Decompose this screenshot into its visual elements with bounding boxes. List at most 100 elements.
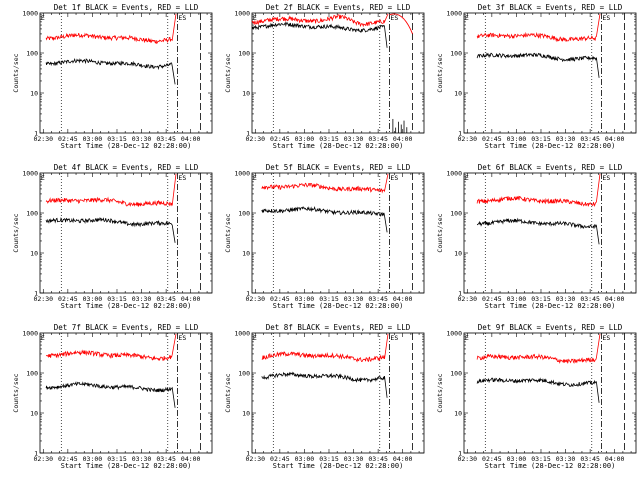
x-tick-label: 03:15 [531,135,551,143]
plot-frame [251,332,425,454]
x-tick-label: 03:15 [319,455,339,463]
x-tick-label: 04:00 [393,135,413,143]
panel-title: Det 8f BLACK = Events, RED = LLD [266,323,411,332]
plot-frame [251,12,425,134]
panel-title: Det 3f BLACK = Events, RED = LLD [478,3,623,12]
plot-frame [463,332,637,454]
x-tick-label: 04:00 [605,135,625,143]
events-series-line [45,381,176,408]
y-tick-label: 10 [454,90,462,98]
y-axis-label: Counts/sec [224,213,232,252]
panel-det-3f: Det 3f BLACK = Events, RED = LLD 1 10 100 10… [436,3,637,150]
plot-frame [39,332,213,454]
x-tick-label: 03:45 [368,295,388,303]
x-tick-label: 03:45 [368,455,388,463]
x-tick-label: 02:30 [33,135,53,143]
x-axis-label: Start Time (28-Dec-12 02:28:00) [61,302,192,310]
y-tick-label: 10 [30,250,38,258]
x-tick-label: 04:00 [181,135,201,143]
x-tick-label: 03:30 [132,455,152,463]
annotation-left: E [41,174,45,182]
y-tick-label: 10 [30,90,38,98]
x-tick-label: 03:15 [531,295,551,303]
x-tick-label: 03:15 [319,295,339,303]
panel-title: Det 7f BLACK = Events, RED = LLD [54,323,199,332]
y-tick-label: 1000 [234,170,250,178]
x-tick-label: 03:30 [132,135,152,143]
y-tick-label: 10 [454,410,462,418]
x-tick-label: 03:45 [368,135,388,143]
annotation-left: E [465,174,469,182]
annotation-left: E [253,334,257,342]
x-tick-label: 03:00 [295,295,315,303]
y-axis-label: Counts/sec [12,213,20,252]
x-tick-label: 03:45 [156,295,176,303]
x-tick-label: 03:30 [344,295,364,303]
panel-title: Det 1f BLACK = Events, RED = LLD [54,3,199,12]
x-tick-label: 03:00 [507,135,527,143]
x-axis-label: Start Time (28-Dec-12 02:28:00) [273,302,404,310]
lld-series-line [261,173,389,194]
panel-title: Det 4f BLACK = Events, RED = LLD [54,163,199,172]
y-axis-label: Counts/sec [224,373,232,412]
annotation-right: ES [390,14,398,22]
x-tick-label: 03:30 [132,295,152,303]
x-tick-label: 03:00 [295,135,315,143]
x-tick-label: 03:30 [344,135,364,143]
y-tick-label: 1000 [446,170,462,178]
panel-det-6f: Det 6f BLACK = Events, RED = LLD 1 10 100 10… [436,163,637,310]
x-tick-label: 03:15 [107,295,127,303]
lld-series-line [45,13,177,45]
x-tick-label: 03:15 [107,135,127,143]
x-tick-label: 02:30 [457,295,477,303]
panel-det-5f: Det 5f BLACK = Events, RED = LLD 1 10 100 10… [224,163,425,310]
x-tick-label: 03:00 [295,455,315,463]
y-tick-label: 10 [242,410,250,418]
y-tick-label: 10 [242,250,250,258]
x-tick-label: 03:00 [507,455,527,463]
annotation-left: E [253,14,257,22]
x-tick-label: 04:00 [181,295,201,303]
y-axis-label: Counts/sec [436,213,444,252]
x-tick-label: 04:00 [181,455,201,463]
x-tick-label: 04:00 [605,455,625,463]
y-tick-label: 100 [450,210,462,218]
events-series-line [45,57,176,85]
y-tick-label: 1 [246,290,250,298]
x-tick-label: 02:30 [33,455,53,463]
lld-surge-line [389,13,413,35]
annotation-right: ES [178,174,186,182]
annotation-right: ES [178,14,186,22]
x-tick-label: 03:45 [580,455,600,463]
y-axis-label: Counts/sec [436,373,444,412]
x-tick-label: 03:45 [580,135,600,143]
plot-frame [463,12,637,134]
annotation-right: ES [390,174,398,182]
x-axis-label: Start Time (28-Dec-12 02:28:00) [485,302,616,310]
y-tick-label: 100 [238,50,250,58]
x-tick-label: 03:00 [83,135,103,143]
events-series-line [476,217,600,245]
events-series-line [476,377,600,403]
lld-series-line [476,13,601,43]
y-tick-label: 10 [30,410,38,418]
x-axis-label: Start Time (28-Dec-12 02:28:00) [485,462,616,470]
y-tick-label: 1000 [22,330,38,338]
y-tick-label: 1000 [22,10,38,18]
x-tick-label: 02:45 [58,135,78,143]
panel-title: Det 9f BLACK = Events, RED = LLD [478,323,623,332]
y-tick-label: 1000 [234,10,250,18]
x-tick-label: 04:00 [605,295,625,303]
lld-series-line [476,173,601,207]
x-tick-label: 02:30 [33,295,53,303]
x-tick-label: 02:45 [270,455,290,463]
x-axis-label: Start Time (28-Dec-12 02:28:00) [273,142,404,150]
x-tick-label: 02:45 [482,135,502,143]
x-tick-label: 04:00 [393,455,413,463]
plot-frame [39,172,213,294]
panel-title: Det 2f BLACK = Events, RED = LLD [266,3,411,12]
x-tick-label: 03:15 [319,135,339,143]
x-axis-label: Start Time (28-Dec-12 02:28:00) [273,462,404,470]
y-tick-label: 1 [34,450,38,458]
x-tick-label: 02:30 [245,135,265,143]
